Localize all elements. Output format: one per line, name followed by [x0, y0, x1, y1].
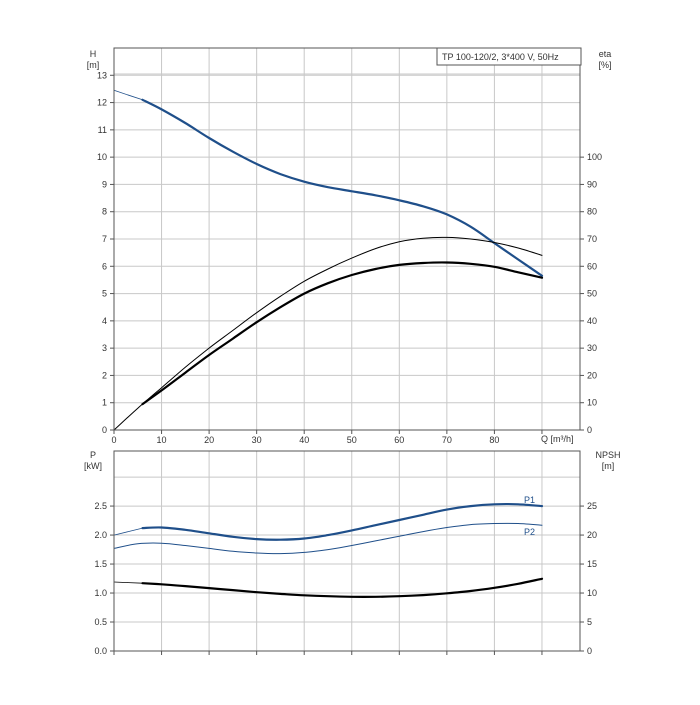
- x-tick-label: 80: [489, 435, 499, 445]
- top-right-tick-label: 60: [587, 261, 597, 271]
- top-left-tick-label: 10: [97, 152, 107, 162]
- bottom-plot-frame: [113, 450, 581, 652]
- head-efficiency-chart: 0123456789101112130102030405060708090100…: [87, 47, 612, 445]
- bottom-left-tick-label: 2.0: [94, 530, 107, 540]
- x-tick-label: 60: [394, 435, 404, 445]
- top-left-tick-label: 13: [97, 70, 107, 80]
- bottom-left-tick-label: 1.5: [94, 559, 107, 569]
- head-axis-label: H: [90, 49, 97, 59]
- eta_thin-curve: [113, 236, 543, 431]
- top-left-tick-label: 3: [102, 343, 107, 353]
- power-npsh-chart: 0.0 0.5 1.0 1.5 2.0 2.5 0 5 10 15 20 25 P [kW] NPSH…: [84, 450, 621, 656]
- eta-axis-unit: [%]: [598, 60, 611, 70]
- npsh-curve: [141, 577, 544, 598]
- chart-title: TP 100-120/2, 3*400 V, 50Hz: [442, 52, 559, 62]
- bottom-left-tick-label: 0.0: [94, 646, 107, 656]
- p2-curve: [113, 522, 543, 555]
- x-tick-label: 70: [442, 435, 452, 445]
- top-right-tick-label: 40: [587, 316, 597, 326]
- head-axis-unit: [m]: [87, 60, 100, 70]
- top-left-tick-label: 6: [102, 261, 107, 271]
- h-curve-extrapolated: [113, 89, 143, 101]
- x-tick-label: 20: [204, 435, 214, 445]
- bottom-grid: [114, 451, 580, 651]
- npsh-curve-extrapolated: [113, 581, 143, 584]
- top-left-tick-label: 0: [102, 425, 107, 435]
- bottom-right-tick-label: 0: [587, 646, 592, 656]
- x-tick-label: 0: [111, 435, 116, 445]
- top-series-group: [113, 89, 544, 431]
- top-right-tick-label: 50: [587, 289, 597, 299]
- npsh-axis-label: NPSH: [595, 450, 620, 460]
- p2-series-label: P2: [524, 527, 535, 537]
- x-tick-label: 10: [157, 435, 167, 445]
- top-right-tick-label: 20: [587, 370, 597, 380]
- bottom-right-tick-label: 10: [587, 588, 597, 598]
- bottom-left-tick-label: 1.0: [94, 588, 107, 598]
- top-left-tick-label: 9: [102, 179, 107, 189]
- bottom-right-tick-label: 20: [587, 530, 597, 540]
- bottom-right-tick-label: 15: [587, 559, 597, 569]
- bottom-right-tick-label: 25: [587, 501, 597, 511]
- top-right-tick-label: 100: [587, 152, 602, 162]
- top-left-tick-label: 2: [102, 370, 107, 380]
- power-axis-unit: [kW]: [84, 461, 102, 471]
- top-axes: 0123456789101112130102030405060708090100…: [97, 47, 602, 445]
- top-right-tick-label: 30: [587, 343, 597, 353]
- eta-axis-label: eta: [599, 49, 612, 59]
- flow-axis-label: Q [m³/h]: [541, 434, 574, 444]
- bottom-left-tick-label: 2.5: [94, 501, 107, 511]
- bottom-right-tick-label: 5: [587, 617, 592, 627]
- x-tick-label: 40: [299, 435, 309, 445]
- bottom-axes: 0.0 0.5 1.0 1.5 2.0 2.5 0 5 10 15 20 25: [94, 450, 597, 656]
- top-right-tick-label: 10: [587, 398, 597, 408]
- top-left-tick-label: 8: [102, 207, 107, 217]
- top-left-tick-label: 12: [97, 98, 107, 108]
- eta_thick-curve: [141, 261, 544, 406]
- h-curve: [141, 98, 544, 277]
- p1-curve: [141, 502, 544, 541]
- top-right-tick-label: 0: [587, 425, 592, 435]
- top-right-tick-label: 90: [587, 179, 597, 189]
- top-left-tick-label: 7: [102, 234, 107, 244]
- p1-curve-extrapolated: [113, 527, 143, 536]
- top-right-tick-label: 80: [587, 207, 597, 217]
- p1-series-label: P1: [524, 495, 535, 505]
- top-left-tick-label: 5: [102, 289, 107, 299]
- x-tick-label: 50: [347, 435, 357, 445]
- top-left-tick-label: 4: [102, 316, 107, 326]
- power-axis-label: P: [90, 450, 96, 460]
- npsh-axis-unit: [m]: [602, 461, 615, 471]
- top-left-tick-label: 11: [98, 125, 107, 135]
- top-grid: [114, 48, 580, 430]
- bottom-left-tick-label: 0.5: [94, 617, 107, 627]
- bottom-series-group: [113, 502, 544, 598]
- top-right-tick-label: 70: [587, 234, 597, 244]
- top-left-tick-label: 1: [102, 398, 107, 408]
- chart-title-box: [436, 47, 582, 66]
- x-tick-label: 30: [252, 435, 262, 445]
